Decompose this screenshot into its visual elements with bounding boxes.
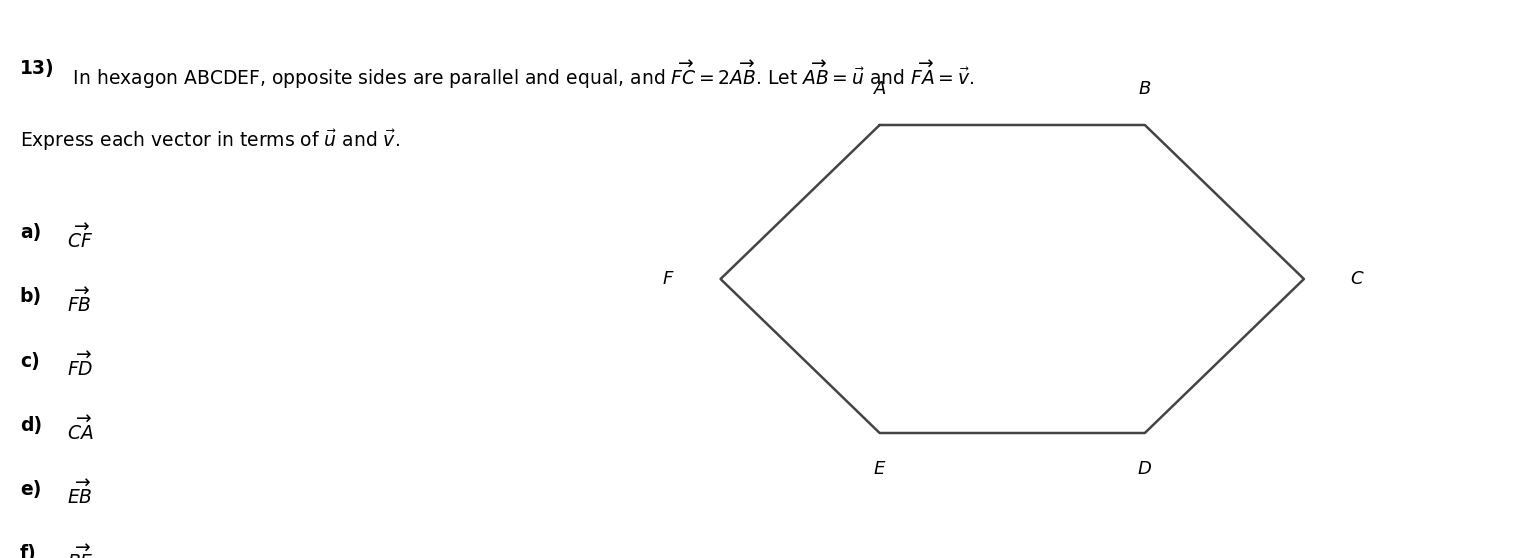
Text: 13): 13) — [20, 59, 55, 78]
Text: e): e) — [20, 480, 41, 499]
Text: A: A — [873, 80, 885, 98]
Text: Express each vector in terms of $\vec{u}$ and $\vec{v}$.: Express each vector in terms of $\vec{u}… — [20, 128, 399, 153]
Text: B: B — [1138, 80, 1151, 98]
Text: d): d) — [20, 416, 43, 435]
Text: $\overrightarrow{FB}$: $\overrightarrow{FB}$ — [67, 287, 91, 316]
Text: b): b) — [20, 287, 43, 306]
Text: D: D — [1138, 460, 1152, 478]
Text: $\overrightarrow{BE}$: $\overrightarrow{BE}$ — [67, 544, 94, 558]
Text: f): f) — [20, 544, 37, 558]
Text: In hexagon ABCDEF, opposite sides are parallel and equal, and $\overrightarrow{F: In hexagon ABCDEF, opposite sides are pa… — [67, 59, 974, 91]
Text: c): c) — [20, 352, 40, 371]
Text: $\overrightarrow{CA}$: $\overrightarrow{CA}$ — [67, 416, 93, 444]
Text: $\overrightarrow{FD}$: $\overrightarrow{FD}$ — [67, 352, 93, 380]
Text: $\overrightarrow{EB}$: $\overrightarrow{EB}$ — [67, 480, 93, 508]
Text: E: E — [873, 460, 885, 478]
Text: F: F — [663, 270, 672, 288]
Text: C: C — [1350, 270, 1364, 288]
Text: $\overrightarrow{CF}$: $\overrightarrow{CF}$ — [67, 223, 93, 252]
Text: a): a) — [20, 223, 41, 242]
